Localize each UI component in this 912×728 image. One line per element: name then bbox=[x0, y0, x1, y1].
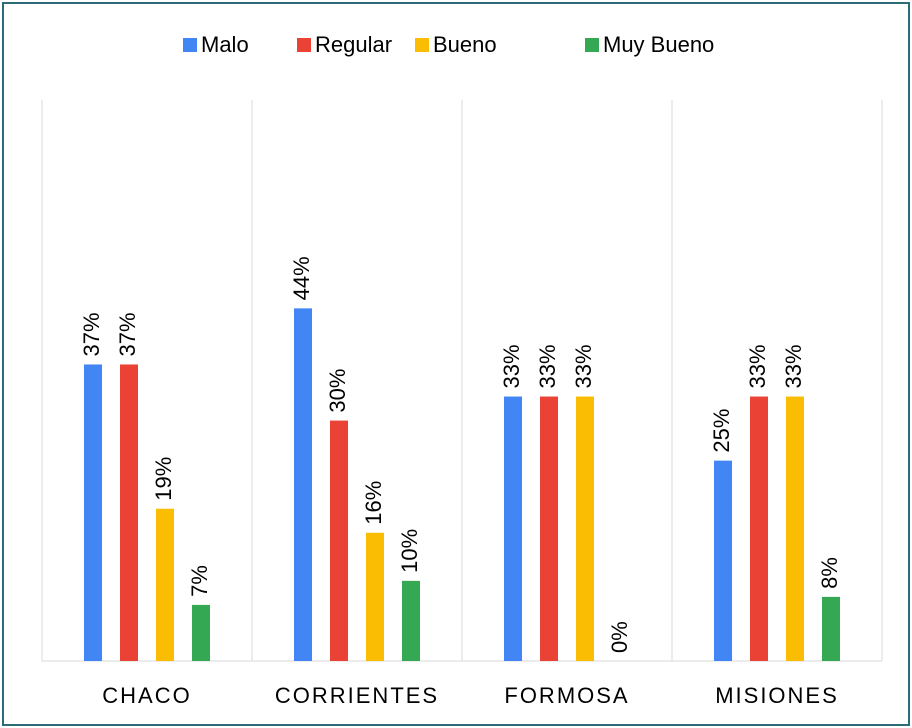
data-label: 33% bbox=[499, 344, 524, 388]
legend-label: Regular bbox=[315, 32, 392, 57]
data-label: 19% bbox=[151, 457, 176, 501]
bar bbox=[294, 308, 312, 661]
bar bbox=[402, 580, 420, 661]
bar bbox=[786, 396, 804, 661]
data-label: 33% bbox=[745, 344, 770, 388]
data-label: 7% bbox=[187, 565, 212, 597]
bar bbox=[120, 364, 138, 661]
bar bbox=[504, 396, 522, 661]
legend-swatch bbox=[415, 38, 429, 52]
data-label: 0% bbox=[607, 621, 632, 653]
bar bbox=[366, 532, 384, 661]
data-label: 37% bbox=[115, 312, 140, 356]
bar bbox=[84, 364, 102, 661]
data-label: 8% bbox=[817, 557, 842, 589]
legend-label: Malo bbox=[201, 32, 249, 57]
legend-label: Bueno bbox=[433, 32, 497, 57]
data-label: 33% bbox=[571, 344, 596, 388]
x-tick-label: CHACO bbox=[102, 683, 191, 708]
data-label: 25% bbox=[709, 409, 734, 453]
data-label: 33% bbox=[535, 344, 560, 388]
x-tick-label: FORMOSA bbox=[504, 683, 629, 708]
bar bbox=[750, 396, 768, 661]
legend-label: Muy Bueno bbox=[603, 32, 714, 57]
bar bbox=[192, 604, 210, 661]
data-label: 16% bbox=[361, 481, 386, 525]
data-label: 33% bbox=[781, 344, 806, 388]
data-label: 10% bbox=[397, 529, 422, 573]
bar bbox=[540, 396, 558, 661]
bar bbox=[156, 508, 174, 661]
data-label: 44% bbox=[289, 256, 314, 300]
data-label: 30% bbox=[325, 369, 350, 413]
legend-swatch bbox=[585, 38, 599, 52]
data-label: 37% bbox=[79, 312, 104, 356]
legend-swatch bbox=[183, 38, 197, 52]
x-tick-label: CORRIENTES bbox=[275, 683, 439, 708]
bar bbox=[822, 596, 840, 661]
legend-swatch bbox=[297, 38, 311, 52]
x-tick-label: MISIONES bbox=[715, 683, 839, 708]
bar bbox=[576, 396, 594, 661]
bar bbox=[330, 420, 348, 661]
bar bbox=[714, 460, 732, 661]
